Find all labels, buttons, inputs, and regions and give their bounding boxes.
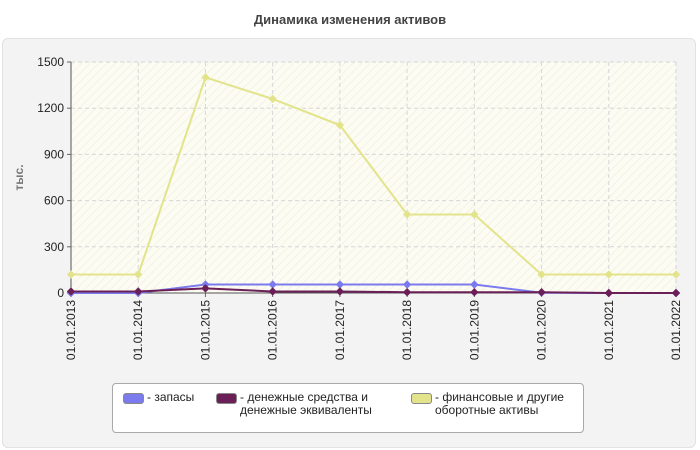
x-tick-label: 01.01.2018 <box>400 300 414 360</box>
x-tick-label: 01.01.2019 <box>467 300 481 360</box>
chart-container: Динамика изменения активов 0 300 600 900 120… <box>0 0 700 450</box>
y-tick-label: 600 <box>44 194 64 208</box>
y-tick-label: 1200 <box>37 101 64 115</box>
x-tick-label: 01.01.2016 <box>266 300 280 360</box>
legend-item: - финансовые и другие оборотные активы <box>411 391 564 417</box>
legend-label: - денежные средства и денежные эквивален… <box>240 391 372 417</box>
legend-item: - запасы <box>123 391 194 404</box>
plot-area <box>71 62 676 293</box>
legend-swatch <box>123 393 144 404</box>
legend-item: - денежные средства и денежные эквивален… <box>216 391 372 417</box>
chart-legend: - запасы - денежные средства и денежные э… <box>112 383 584 433</box>
x-tick-label: 01.01.2020 <box>535 300 549 360</box>
x-tick-label: 01.01.2022 <box>669 300 683 360</box>
x-tick-label: 01.01.2021 <box>602 300 616 360</box>
legend-label: - финансовые и другие оборотные активы <box>435 391 564 417</box>
x-tick-label: 01.01.2013 <box>64 300 78 360</box>
legend-label: - запасы <box>147 391 194 404</box>
legend-swatch <box>216 393 237 404</box>
y-tick-label: 900 <box>44 147 64 161</box>
y-tick-label: 1500 <box>37 55 64 69</box>
x-tick-label: 01.01.2015 <box>198 300 212 360</box>
y-tick-label: 0 <box>57 286 64 300</box>
x-tick-label: 01.01.2014 <box>131 300 145 360</box>
x-tick-label: 01.01.2017 <box>333 300 347 360</box>
y-axis-label: тыс. <box>12 164 26 190</box>
y-tick-label: 300 <box>44 240 64 254</box>
legend-swatch <box>411 393 432 404</box>
